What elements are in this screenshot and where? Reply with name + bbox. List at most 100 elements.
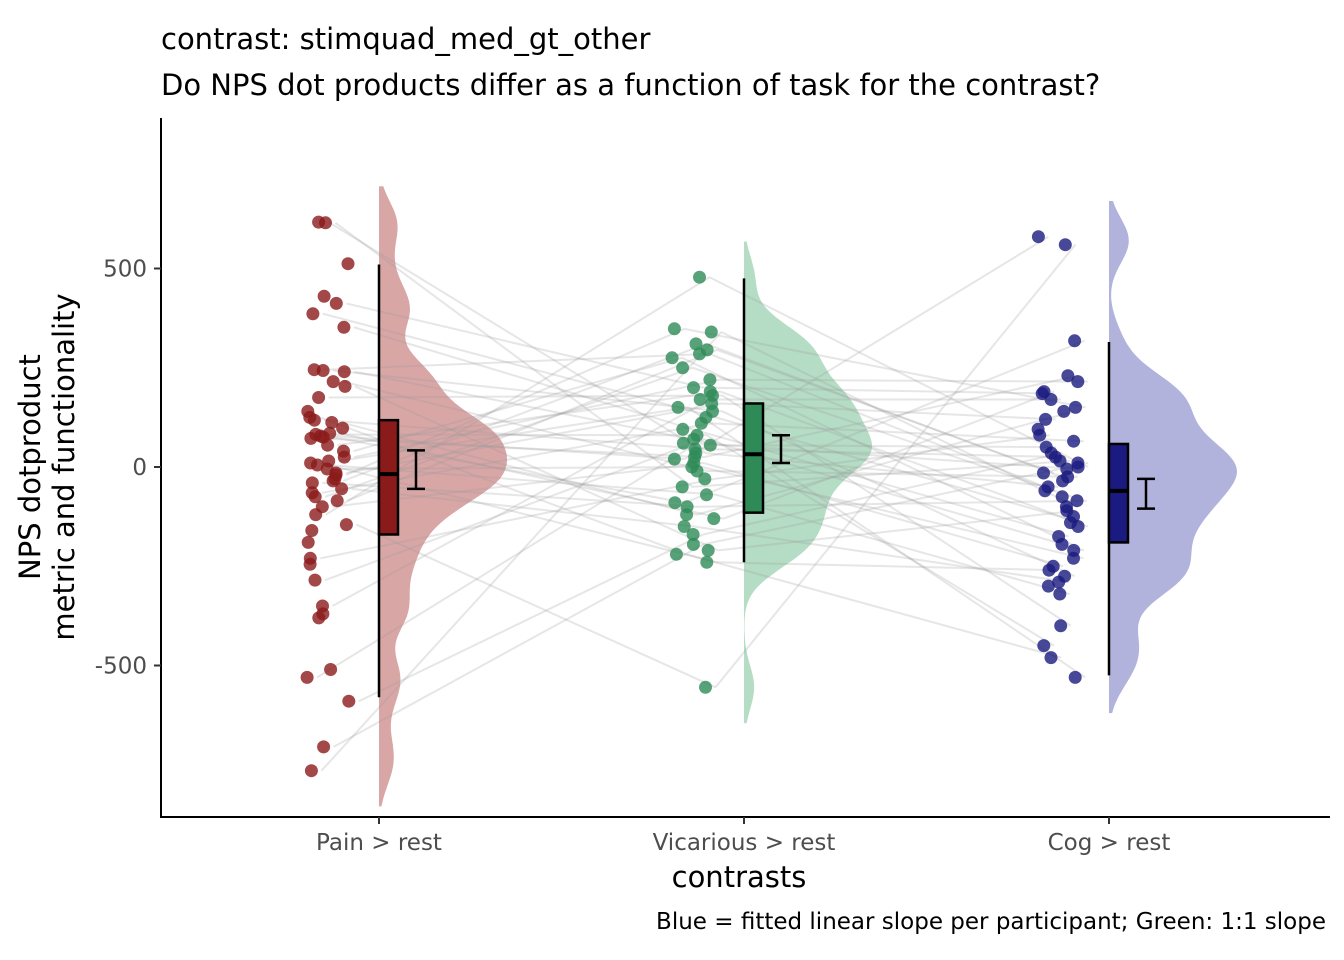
data-point (1044, 393, 1058, 406)
participant-line (320, 331, 723, 772)
data-point (338, 379, 352, 393)
participant-line (720, 444, 1057, 449)
participant-line (720, 331, 1077, 508)
data-point (703, 373, 717, 387)
data-point (1055, 537, 1069, 551)
participant-line (683, 235, 1049, 460)
data-point (319, 216, 332, 230)
participant-line (694, 525, 1069, 584)
participant-line (345, 327, 685, 476)
data-point (341, 257, 355, 271)
data-point (325, 416, 339, 429)
data-point (1052, 575, 1066, 589)
participant-line (346, 348, 718, 502)
participant-line (351, 487, 695, 528)
data-point (686, 528, 700, 541)
participant-line (701, 466, 1084, 560)
participant-line (337, 390, 721, 447)
data-point (339, 518, 353, 532)
data-point (300, 670, 314, 684)
data-point (1057, 404, 1071, 418)
data-point (1039, 412, 1052, 426)
participant-line (345, 402, 722, 474)
violin-1 (744, 241, 872, 724)
data-point (316, 364, 330, 377)
y-tick-label: 0 (132, 455, 147, 481)
data-point (330, 494, 344, 508)
data-point (694, 416, 708, 430)
data-point (1067, 434, 1081, 448)
participant-line (705, 342, 1073, 482)
data-point (1067, 551, 1080, 565)
data-point (1033, 428, 1047, 442)
participant-line (720, 390, 1089, 528)
data-point (700, 488, 713, 502)
data-point (329, 296, 343, 310)
x-tick-label: Cog > rest (1048, 830, 1171, 856)
participant-line (714, 434, 1050, 480)
participant-line (721, 402, 1056, 421)
data-point (1061, 369, 1075, 383)
data-point (1071, 460, 1085, 474)
participant-line (704, 374, 1079, 459)
data-point (686, 537, 700, 551)
data-point (677, 520, 691, 533)
chart-title: contrast: stimquad_med_gt_other (161, 22, 650, 56)
data-point (336, 421, 350, 435)
participant-line (355, 523, 716, 689)
box (1107, 442, 1130, 544)
data-point (337, 365, 351, 379)
data-point (1042, 563, 1056, 577)
data-point (1041, 579, 1055, 593)
participant-line (709, 352, 1056, 492)
participant-line (332, 398, 711, 607)
data-point (317, 289, 331, 303)
data-point (305, 476, 319, 490)
data-point (707, 512, 721, 526)
participant-line (716, 561, 1059, 572)
data-point (337, 320, 351, 334)
data-point (337, 450, 351, 464)
data-point (324, 663, 338, 676)
participant-line (320, 477, 715, 560)
data-point (1037, 639, 1051, 653)
data-point (1038, 484, 1052, 498)
data-point (303, 557, 317, 571)
data-point (1031, 230, 1045, 244)
data-point (667, 452, 681, 466)
data-point (704, 325, 718, 339)
data-point (1069, 400, 1082, 414)
data-point (312, 391, 326, 404)
data-point (310, 458, 324, 472)
participant-line (353, 326, 694, 431)
data-point (306, 307, 320, 321)
data-point (326, 474, 340, 488)
data-point (1068, 334, 1082, 348)
plot-area (300, 186, 1237, 807)
data-point (676, 436, 690, 450)
participant-line (718, 509, 1077, 552)
participant-line (686, 553, 1062, 659)
participant-line (692, 366, 1073, 498)
data-point (698, 472, 712, 486)
participant-line (358, 533, 704, 703)
data-point (1071, 375, 1085, 389)
data-point (304, 431, 318, 445)
participant-line (341, 421, 697, 516)
participant-line (354, 370, 721, 447)
data-point (687, 381, 700, 395)
data-point (669, 547, 683, 561)
participant-line (709, 276, 1089, 468)
data-point (317, 740, 331, 754)
participant-line (703, 438, 1085, 552)
data-point (667, 322, 681, 336)
participant-line (684, 327, 1086, 409)
data-point (304, 764, 318, 778)
violin-0 (379, 186, 507, 807)
participant-line (324, 442, 694, 582)
participant-line (703, 462, 1089, 546)
participant-line (705, 452, 1059, 488)
participant-line (681, 356, 1073, 546)
data-point (701, 543, 715, 557)
participant-line (322, 312, 717, 419)
